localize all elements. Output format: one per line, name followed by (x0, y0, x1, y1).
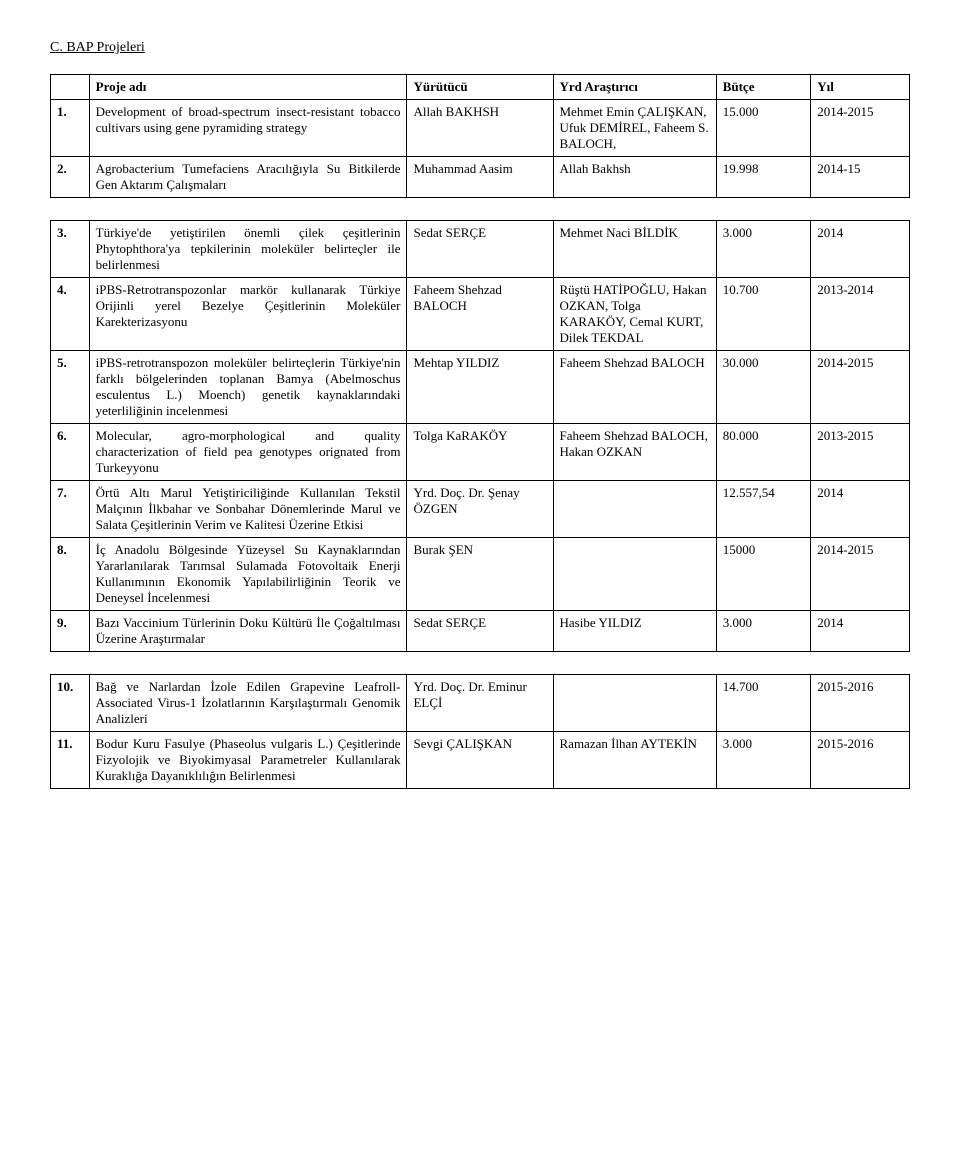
header-assist: Yrd Araştırıcı (553, 75, 716, 100)
projects-table-1: Proje adı Yürütücü Yrd Araştırıcı Bütçe … (50, 74, 910, 198)
year: 2014-2015 (811, 100, 910, 157)
assistant: Faheem Shehzad BALOCH, Hakan OZKAN (553, 424, 716, 481)
assistant: Ramazan İlhan AYTEKİN (553, 732, 716, 789)
budget: 10.700 (716, 278, 810, 351)
assistant: Mehmet Naci BİLDİK (553, 221, 716, 278)
year: 2014-15 (811, 157, 910, 198)
executive: Allah BAKHSH (407, 100, 553, 157)
year: 2014 (811, 611, 910, 652)
executive: Tolga KaRAKÖY (407, 424, 553, 481)
project-name: Türkiye'de yetiştirilen önemli çilek çeş… (89, 221, 407, 278)
budget: 80.000 (716, 424, 810, 481)
budget: 3.000 (716, 732, 810, 789)
project-name: Molecular, agro-morphological and qualit… (89, 424, 407, 481)
budget: 3.000 (716, 221, 810, 278)
assistant: Faheem Shehzad BALOCH (553, 351, 716, 424)
year: 2014 (811, 221, 910, 278)
table-row: 5. iPBS-retrotranspozon moleküler belirt… (51, 351, 910, 424)
table-row: 3. Türkiye'de yetiştirilen önemli çilek … (51, 221, 910, 278)
year: 2014-2015 (811, 351, 910, 424)
row-num: 10. (51, 675, 90, 732)
table-row: 1. Development of broad-spectrum insect-… (51, 100, 910, 157)
row-num: 4. (51, 278, 90, 351)
table-row: 4. iPBS-Retrotranspozonlar markör kullan… (51, 278, 910, 351)
year: 2015-2016 (811, 732, 910, 789)
executive: Mehtap YILDIZ (407, 351, 553, 424)
project-name: İç Anadolu Bölgesinde Yüzeysel Su Kaynak… (89, 538, 407, 611)
table-row: 2. Agrobacterium Tumefaciens Aracılığıyl… (51, 157, 910, 198)
project-name: Agrobacterium Tumefaciens Aracılığıyla S… (89, 157, 407, 198)
budget: 14.700 (716, 675, 810, 732)
assistant (553, 675, 716, 732)
year: 2013-2015 (811, 424, 910, 481)
year: 2015-2016 (811, 675, 910, 732)
budget: 12.557,54 (716, 481, 810, 538)
budget: 15.000 (716, 100, 810, 157)
budget: 19.998 (716, 157, 810, 198)
row-num: 2. (51, 157, 90, 198)
project-name: iPBS-retrotranspozon moleküler belirteçl… (89, 351, 407, 424)
assistant: Allah Bakhsh (553, 157, 716, 198)
header-budget: Bütçe (716, 75, 810, 100)
row-num: 7. (51, 481, 90, 538)
executive: Sevgi ÇALIŞKAN (407, 732, 553, 789)
executive: Muhammad Aasim (407, 157, 553, 198)
executive: Yrd. Doç. Dr. Şenay ÖZGEN (407, 481, 553, 538)
assistant: Hasibe YILDIZ (553, 611, 716, 652)
year: 2014-2015 (811, 538, 910, 611)
executive: Burak ŞEN (407, 538, 553, 611)
project-name: Bağ ve Narlardan İzole Edilen Grapevine … (89, 675, 407, 732)
table-row: 11. Bodur Kuru Fasulye (Phaseolus vulgar… (51, 732, 910, 789)
budget: 30.000 (716, 351, 810, 424)
header-name: Proje adı (89, 75, 407, 100)
project-name: Bodur Kuru Fasulye (Phaseolus vulgaris L… (89, 732, 407, 789)
row-num: 6. (51, 424, 90, 481)
header-exec: Yürütücü (407, 75, 553, 100)
year: 2014 (811, 481, 910, 538)
table-row: 9. Bazı Vaccinium Türlerinin Doku Kültür… (51, 611, 910, 652)
executive: Sedat SERÇE (407, 611, 553, 652)
project-name: Development of broad-spectrum insect-res… (89, 100, 407, 157)
executive: Yrd. Doç. Dr. Eminur ELÇİ (407, 675, 553, 732)
table-header-row: Proje adı Yürütücü Yrd Araştırıcı Bütçe … (51, 75, 910, 100)
budget: 15000 (716, 538, 810, 611)
executive: Faheem Shehzad BALOCH (407, 278, 553, 351)
table-row: 7. Örtü Altı Marul Yetiştiriciliğinde Ku… (51, 481, 910, 538)
projects-table-3: 10. Bağ ve Narlardan İzole Edilen Grapev… (50, 674, 910, 789)
header-year: Yıl (811, 75, 910, 100)
table-row: 8. İç Anadolu Bölgesinde Yüzeysel Su Kay… (51, 538, 910, 611)
executive: Sedat SERÇE (407, 221, 553, 278)
row-num: 3. (51, 221, 90, 278)
assistant: Rüştü HATİPOĞLU, Hakan OZKAN, Tolga KARA… (553, 278, 716, 351)
project-name: Bazı Vaccinium Türlerinin Doku Kültürü İ… (89, 611, 407, 652)
header-blank (51, 75, 90, 100)
row-num: 1. (51, 100, 90, 157)
year: 2013-2014 (811, 278, 910, 351)
table-row: 10. Bağ ve Narlardan İzole Edilen Grapev… (51, 675, 910, 732)
row-num: 8. (51, 538, 90, 611)
assistant (553, 481, 716, 538)
table-row: 6. Molecular, agro-morphological and qua… (51, 424, 910, 481)
row-num: 9. (51, 611, 90, 652)
section-title: C. BAP Projeleri (50, 40, 910, 56)
assistant: Mehmet Emin ÇALIŞKAN, Ufuk DEMİREL, Fahe… (553, 100, 716, 157)
assistant (553, 538, 716, 611)
row-num: 11. (51, 732, 90, 789)
project-name: iPBS-Retrotranspozonlar markör kullanara… (89, 278, 407, 351)
budget: 3.000 (716, 611, 810, 652)
projects-table-2: 3. Türkiye'de yetiştirilen önemli çilek … (50, 220, 910, 652)
row-num: 5. (51, 351, 90, 424)
project-name: Örtü Altı Marul Yetiştiriciliğinde Kulla… (89, 481, 407, 538)
